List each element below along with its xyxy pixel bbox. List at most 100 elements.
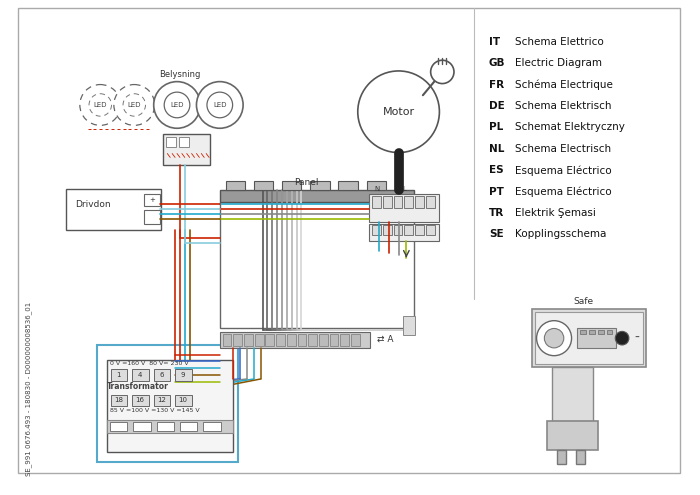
Bar xyxy=(405,197,413,208)
Bar xyxy=(97,345,238,462)
Text: LED: LED xyxy=(213,102,227,108)
Bar xyxy=(167,137,176,147)
Text: Transformator: Transformator xyxy=(107,382,169,391)
Text: Motor: Motor xyxy=(382,107,414,117)
Bar xyxy=(298,334,307,346)
Bar xyxy=(403,316,415,335)
Bar xyxy=(370,224,440,241)
Bar xyxy=(426,197,435,208)
Text: Safe: Safe xyxy=(573,297,594,306)
Bar xyxy=(107,359,233,452)
Bar xyxy=(415,225,424,235)
Bar xyxy=(154,395,170,406)
Bar xyxy=(233,334,242,346)
Bar xyxy=(244,334,253,346)
Bar xyxy=(132,395,149,406)
Bar xyxy=(393,197,402,208)
Bar xyxy=(175,395,192,406)
Text: PT: PT xyxy=(489,187,504,197)
Bar xyxy=(606,330,612,334)
Text: SE_991 0676.493 - 180830 - D000000008536_01: SE_991 0676.493 - 180830 - D000000008536… xyxy=(25,301,32,476)
Circle shape xyxy=(154,82,200,128)
Circle shape xyxy=(430,60,454,84)
Bar xyxy=(111,395,127,406)
Text: LED: LED xyxy=(170,102,184,108)
Bar xyxy=(265,334,274,346)
Text: 9: 9 xyxy=(181,372,185,378)
Bar xyxy=(180,422,197,432)
Text: LED: LED xyxy=(127,102,141,108)
Circle shape xyxy=(123,94,146,116)
Text: Elektrik Şemasi: Elektrik Şemasi xyxy=(515,208,596,218)
Text: DE: DE xyxy=(489,101,505,111)
Text: 10: 10 xyxy=(178,397,188,403)
Bar xyxy=(144,210,160,224)
Bar xyxy=(220,191,414,202)
Bar xyxy=(370,195,440,222)
Text: Esquema Eléctrico: Esquema Eléctrico xyxy=(515,165,612,176)
Bar xyxy=(220,332,370,348)
Bar xyxy=(163,134,210,165)
Bar xyxy=(557,450,566,463)
Bar xyxy=(405,225,413,235)
Text: Electric Diagram: Electric Diagram xyxy=(515,58,602,68)
Circle shape xyxy=(197,82,243,128)
Text: PL: PL xyxy=(489,122,503,133)
Bar xyxy=(580,330,586,334)
Circle shape xyxy=(80,85,120,125)
Bar xyxy=(552,367,593,421)
Bar xyxy=(372,197,381,208)
Text: 18: 18 xyxy=(114,397,123,403)
Text: Drivdon: Drivdon xyxy=(75,199,111,208)
Text: SE: SE xyxy=(489,229,503,240)
Circle shape xyxy=(114,85,155,125)
Bar xyxy=(547,421,598,450)
Text: LED: LED xyxy=(94,102,107,108)
Bar xyxy=(308,334,317,346)
Text: FR: FR xyxy=(489,80,504,90)
Bar xyxy=(576,450,585,463)
Text: TR: TR xyxy=(489,208,504,218)
Circle shape xyxy=(164,92,190,118)
Bar xyxy=(66,190,162,230)
Text: N: N xyxy=(374,187,380,193)
Text: Panel: Panel xyxy=(294,178,318,187)
Text: Belysning: Belysning xyxy=(160,70,201,79)
Bar xyxy=(282,181,302,191)
Circle shape xyxy=(207,92,232,118)
Text: Schéma Electrique: Schéma Electrique xyxy=(515,80,613,90)
Bar xyxy=(393,225,402,235)
Text: GB: GB xyxy=(489,58,505,68)
Bar xyxy=(203,422,220,432)
Text: Schemat Elektryczny: Schemat Elektryczny xyxy=(515,122,625,133)
Text: 1: 1 xyxy=(116,372,121,378)
Text: Esquema Eléctrico: Esquema Eléctrico xyxy=(515,187,612,197)
Text: Schema Elettrico: Schema Elettrico xyxy=(515,37,604,47)
Circle shape xyxy=(358,71,440,152)
Bar xyxy=(589,330,595,334)
Bar xyxy=(107,420,233,434)
Bar xyxy=(157,422,174,432)
Bar xyxy=(132,369,149,381)
Bar xyxy=(319,334,328,346)
Bar xyxy=(340,334,349,346)
Bar xyxy=(276,334,285,346)
Bar xyxy=(255,334,263,346)
Text: ⇄ A: ⇄ A xyxy=(377,335,393,344)
Bar xyxy=(372,225,381,235)
Circle shape xyxy=(89,94,111,116)
Bar xyxy=(598,330,603,334)
Text: L: L xyxy=(402,187,407,193)
Bar xyxy=(310,181,330,191)
Text: 4: 4 xyxy=(138,372,142,378)
Bar xyxy=(110,422,127,432)
Bar xyxy=(338,181,358,191)
Text: IT: IT xyxy=(489,37,500,47)
Bar xyxy=(532,309,646,367)
Bar xyxy=(535,312,643,364)
Text: Kopplingsschema: Kopplingsschema xyxy=(515,229,607,240)
Text: 0 V =160 V  80 V= 230 V: 0 V =160 V 80 V= 230 V xyxy=(110,361,188,366)
Bar xyxy=(133,422,150,432)
Bar xyxy=(415,197,424,208)
Circle shape xyxy=(545,329,564,348)
